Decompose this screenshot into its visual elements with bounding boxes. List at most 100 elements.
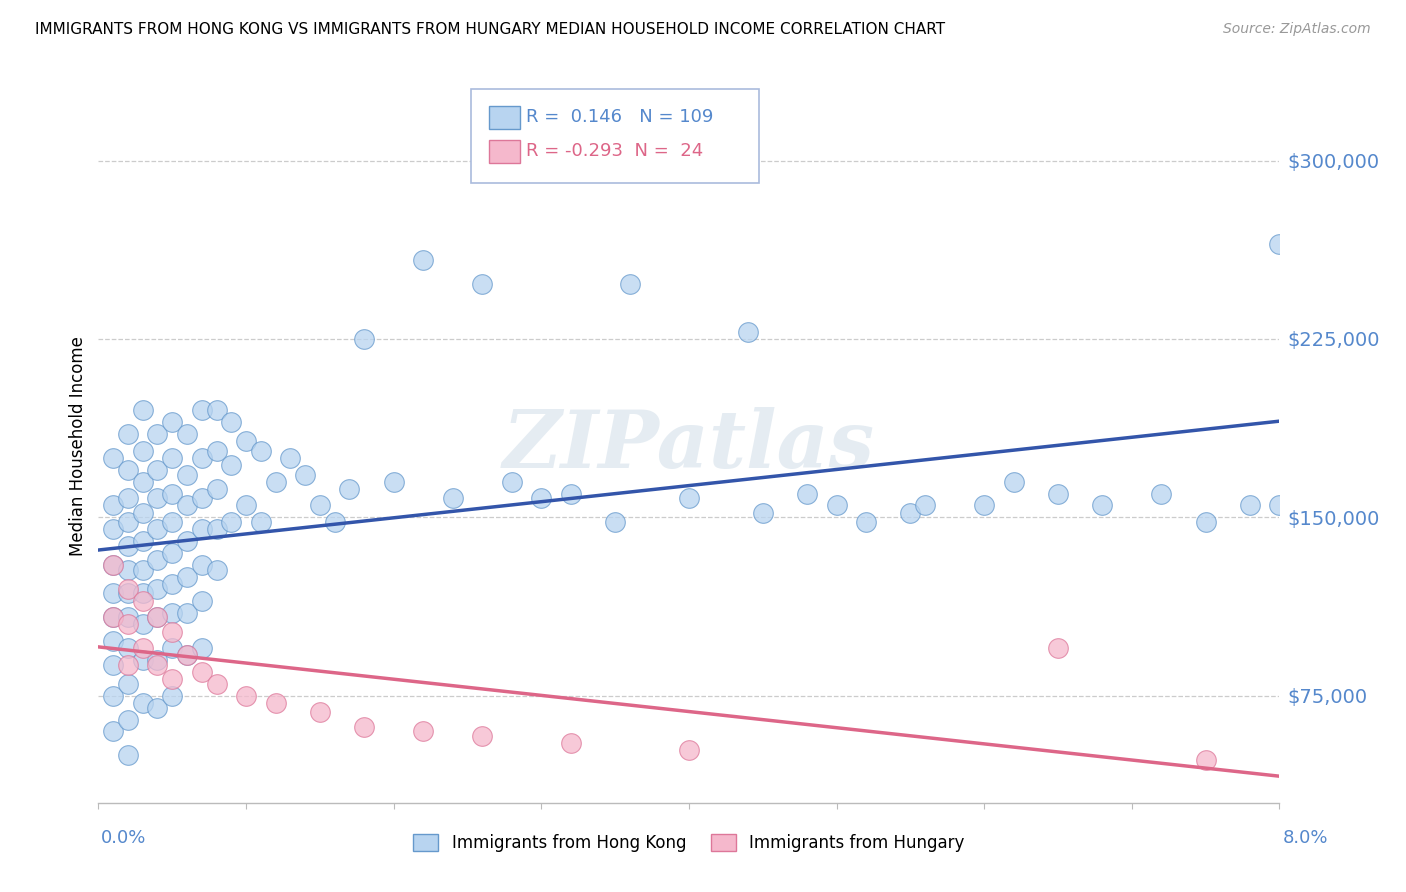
Point [191, 450, 214, 465]
Point [678, 743, 700, 757]
Point [235, 499, 257, 513]
Point [560, 736, 582, 750]
Point [1195, 515, 1218, 529]
Point [132, 696, 155, 710]
Point [146, 553, 169, 567]
Point [146, 610, 169, 624]
Point [146, 700, 169, 714]
Point [560, 486, 582, 500]
Point [205, 677, 228, 691]
Point [132, 641, 155, 656]
Point [250, 515, 273, 529]
Point [176, 534, 198, 549]
Point [309, 499, 332, 513]
Point [132, 653, 155, 667]
Point [103, 522, 125, 536]
Point [146, 582, 169, 596]
Point [264, 475, 287, 489]
Point [900, 506, 922, 520]
Point [176, 648, 198, 663]
Point [1239, 499, 1261, 513]
Point [117, 539, 139, 553]
Point [1268, 236, 1291, 251]
Point [235, 689, 257, 703]
Point [221, 515, 243, 529]
Point [382, 475, 405, 489]
Point [146, 610, 169, 624]
Point [117, 427, 139, 442]
Point [191, 403, 214, 417]
Point [914, 499, 936, 513]
Point [162, 624, 183, 639]
Point [339, 482, 361, 496]
Point [1091, 499, 1114, 513]
Point [205, 563, 228, 577]
Point [117, 713, 139, 727]
Point [471, 729, 494, 743]
Point [162, 577, 183, 591]
Point [146, 491, 169, 506]
Point [146, 427, 169, 442]
Point [353, 332, 375, 346]
Point [221, 415, 243, 429]
Text: R =  0.146   N = 109: R = 0.146 N = 109 [526, 108, 713, 126]
Point [162, 606, 183, 620]
Text: ZIPatlas: ZIPatlas [503, 408, 875, 484]
Point [162, 415, 183, 429]
Point [323, 515, 346, 529]
Point [530, 491, 553, 506]
Point [737, 325, 759, 339]
Text: R = -0.293  N =  24: R = -0.293 N = 24 [526, 142, 703, 160]
Point [103, 634, 125, 648]
Y-axis label: Median Household Income: Median Household Income [69, 336, 87, 556]
Point [412, 724, 434, 739]
Point [191, 522, 214, 536]
Point [117, 748, 139, 763]
Point [162, 486, 183, 500]
Point [280, 450, 302, 465]
Point [309, 706, 332, 720]
Point [619, 277, 641, 292]
Point [146, 657, 169, 672]
Point [103, 724, 125, 739]
Point [1046, 641, 1070, 656]
Point [103, 558, 125, 572]
Point [205, 443, 228, 458]
Point [796, 486, 818, 500]
Point [103, 610, 125, 624]
Point [205, 482, 228, 496]
Point [1268, 499, 1291, 513]
Point [221, 458, 243, 472]
Point [162, 672, 183, 686]
Point [162, 546, 183, 560]
Point [117, 463, 139, 477]
Point [117, 515, 139, 529]
Point [176, 606, 198, 620]
Point [103, 689, 125, 703]
Point [132, 403, 155, 417]
Text: 8.0%: 8.0% [1284, 829, 1329, 847]
Point [973, 499, 995, 513]
Point [605, 515, 627, 529]
Point [678, 491, 700, 506]
Point [176, 467, 198, 482]
Point [132, 563, 155, 577]
Point [191, 491, 214, 506]
Point [191, 558, 214, 572]
Point [146, 653, 169, 667]
Point [103, 586, 125, 600]
Point [412, 253, 434, 268]
Point [441, 491, 464, 506]
Point [103, 558, 125, 572]
Point [117, 677, 139, 691]
Point [176, 499, 198, 513]
Point [103, 450, 125, 465]
Point [471, 277, 494, 292]
Point [1046, 486, 1070, 500]
Point [132, 475, 155, 489]
Point [117, 582, 139, 596]
Point [162, 515, 183, 529]
Point [752, 506, 775, 520]
Point [235, 434, 257, 449]
Point [103, 657, 125, 672]
